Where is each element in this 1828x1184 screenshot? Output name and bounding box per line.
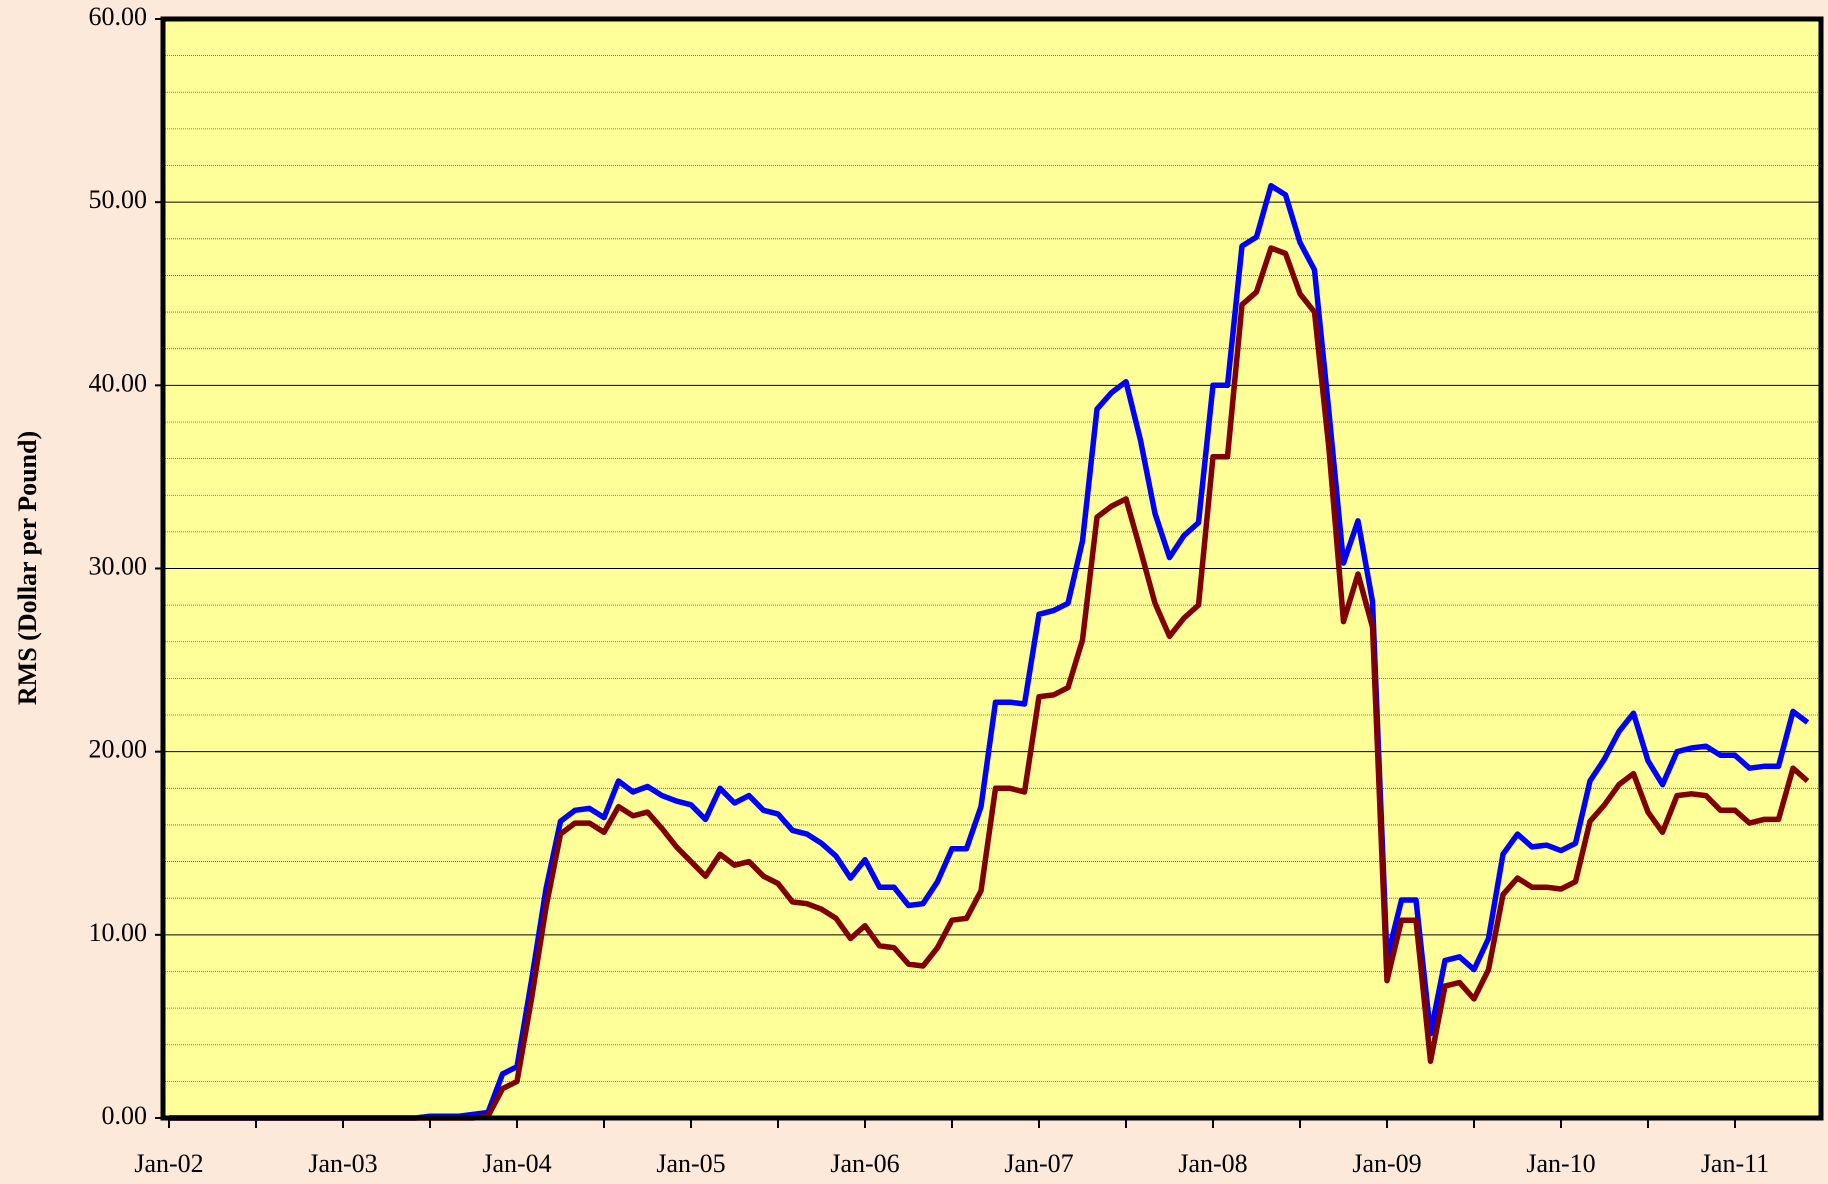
plot-border bbox=[160, 16, 1824, 1121]
y-axis-label: RMS (Dollar per Pound) bbox=[13, 431, 42, 705]
y-tick-label: 30.00 bbox=[89, 551, 148, 580]
x-tick-label: Jan-05 bbox=[656, 1149, 725, 1178]
x-tick-label: Jan-10 bbox=[1526, 1149, 1595, 1178]
y-tick-label: 40.00 bbox=[89, 368, 148, 397]
x-tick-label: Jan-03 bbox=[308, 1149, 377, 1178]
y-tick-label: 50.00 bbox=[89, 185, 148, 214]
x-tick-label: Jan-09 bbox=[1352, 1149, 1421, 1178]
x-tick-label: Jan-07 bbox=[1004, 1149, 1073, 1178]
x-tick-label: Jan-08 bbox=[1178, 1149, 1247, 1178]
x-tick-label: Jan-04 bbox=[482, 1149, 551, 1178]
x-tick-label: Jan-11 bbox=[1701, 1149, 1769, 1178]
y-tick-label: 0.00 bbox=[102, 1101, 148, 1130]
x-tick-label: Jan-02 bbox=[134, 1149, 203, 1178]
x-tick-label: Jan-06 bbox=[830, 1149, 899, 1178]
y-tick-label: 10.00 bbox=[89, 918, 148, 947]
y-tick-label: 20.00 bbox=[89, 735, 148, 764]
y-tick-label: 60.00 bbox=[89, 2, 148, 31]
